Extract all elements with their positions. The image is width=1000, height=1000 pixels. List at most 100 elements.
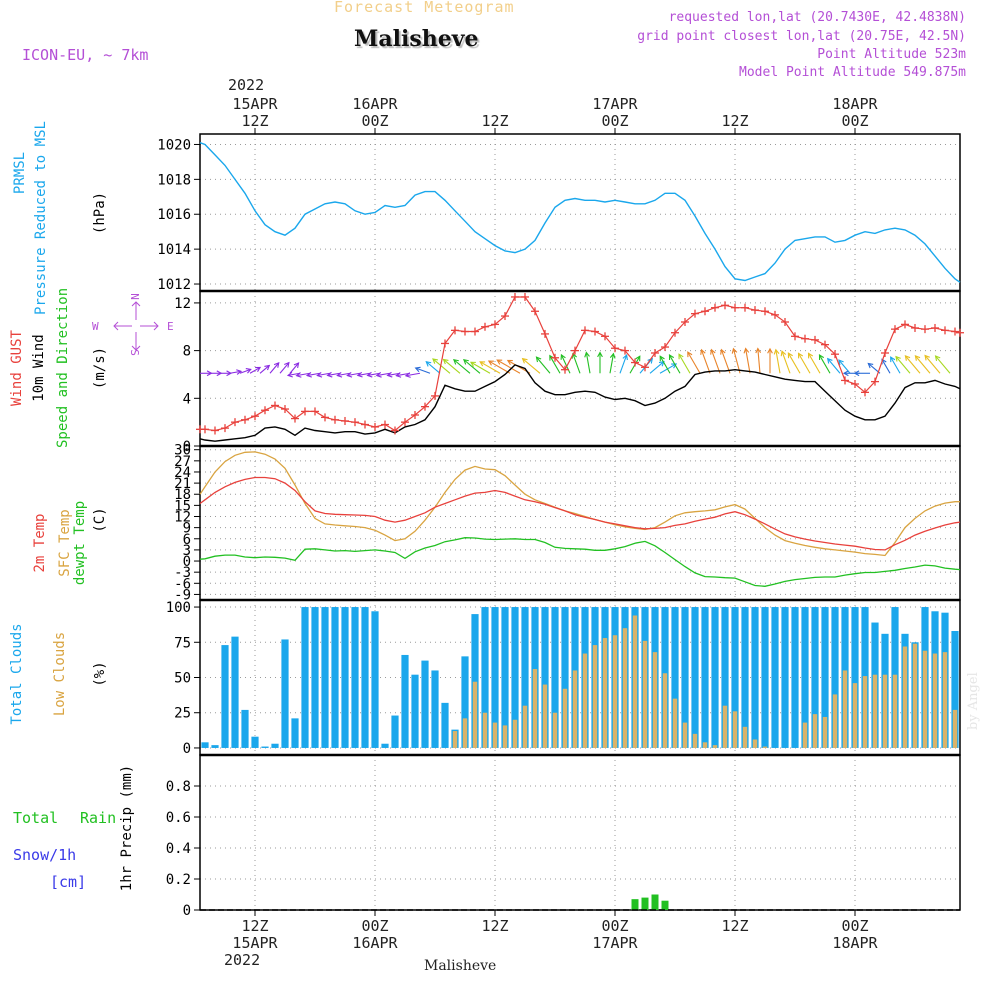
wind-vector	[914, 354, 931, 374]
gust-marker	[791, 332, 799, 341]
total-cloud-bar	[231, 636, 239, 748]
wind-vector	[200, 370, 213, 377]
low-cloud-bar	[492, 722, 498, 748]
wind-vector-head	[797, 352, 804, 359]
wind-vector-shaft	[549, 355, 561, 374]
low-cloud-bar	[562, 688, 568, 748]
gust-marker	[311, 407, 319, 416]
model-point-altitude: Model Point Altitude 549.875m	[739, 65, 966, 80]
dewpt-temp-line	[199, 537, 961, 587]
wind-vector-shaft	[745, 348, 751, 374]
wind-vector	[316, 371, 331, 378]
total-cloud-bar	[851, 607, 859, 748]
total-cloud-bar	[341, 607, 349, 748]
gust-marker	[381, 420, 389, 429]
y-tick-label: 0.8	[166, 779, 191, 795]
y-tick-label: 50	[174, 671, 191, 687]
gust-marker	[871, 377, 879, 386]
total-cloud-bar	[701, 607, 709, 748]
low-cloud-bar	[882, 674, 888, 748]
gust-marker	[321, 413, 329, 422]
wind-vector-shaft	[463, 359, 481, 374]
gust-marker	[411, 411, 419, 419]
total-cloud-bar	[781, 607, 789, 748]
low-cloud-bar	[462, 718, 468, 748]
total-cloud-bar	[671, 607, 679, 748]
total-cloud-bar	[731, 607, 739, 748]
low-cloud-bar	[822, 716, 828, 748]
gust-marker	[941, 326, 949, 335]
total-cloud-bar	[761, 607, 769, 748]
wind-vector	[807, 352, 821, 374]
wind-vector	[249, 366, 262, 374]
gust-marker	[491, 320, 499, 329]
gust-marker	[201, 425, 209, 434]
y-tick-label: 1012	[157, 277, 191, 293]
gust-marker	[921, 325, 929, 334]
compass-w: W	[92, 320, 99, 333]
wind-vector-shaft	[572, 353, 581, 374]
wind-vector	[597, 351, 603, 374]
wind-vector-shaft	[787, 352, 801, 374]
wind-vector-head	[316, 371, 323, 378]
wind-vector-head	[895, 355, 901, 362]
temp-2m-line	[199, 476, 961, 551]
wind-vector	[425, 361, 441, 374]
low-cloud-bar	[872, 674, 878, 748]
wind-vector	[404, 372, 421, 378]
low-cloud-bar	[622, 628, 628, 748]
total-cloud-bar	[751, 607, 759, 748]
gust-marker	[251, 412, 259, 421]
total-cloud-bar	[951, 631, 959, 748]
wind-vector-head	[755, 347, 762, 354]
wind-vector-head	[346, 371, 353, 378]
wind-vector-head	[487, 360, 494, 366]
low-cloud-bar	[652, 652, 658, 748]
wind-vector-shaft	[425, 361, 441, 374]
total-cloud-bar	[241, 709, 249, 748]
x-day-label-bottom: 16APR	[352, 934, 398, 952]
low-cloud-bar	[892, 674, 898, 748]
gust-marker	[651, 349, 659, 357]
wind-vector-head	[366, 371, 373, 378]
wind-vector-shaft	[819, 354, 831, 374]
rain-bar	[641, 897, 649, 910]
total-cloud-bar	[301, 607, 309, 748]
wind-vector	[609, 352, 616, 374]
y-tick-label: 12	[174, 296, 191, 312]
y-tick-label: 1016	[157, 207, 191, 223]
x-hour-label-bottom: 00Z	[601, 917, 628, 935]
wind-vector	[731, 347, 741, 374]
y-tick-label: 75	[174, 635, 191, 651]
y-tick-label: -3	[174, 565, 191, 581]
x-day-label-bottom: 18APR	[832, 934, 878, 952]
wind-vector-head	[326, 371, 333, 378]
compass-e: E	[167, 320, 174, 333]
wind-vector-shaft	[895, 356, 911, 374]
gust-marker	[271, 401, 279, 410]
gust-marker	[681, 318, 689, 326]
wind-vector-head	[356, 371, 363, 378]
credit: by Angel	[966, 672, 981, 730]
wind-vector	[659, 363, 678, 374]
total-cloud-bar	[801, 607, 809, 748]
total-cloud-bar	[691, 607, 699, 748]
gust-marker	[421, 402, 429, 411]
rain-bar	[661, 900, 669, 910]
wind-vector	[755, 347, 762, 374]
total-cloud-bar	[381, 743, 389, 748]
gust-marker	[701, 307, 709, 316]
low-cloud-bar	[572, 670, 578, 748]
wind-vector	[442, 358, 461, 374]
wind-vector-head	[780, 350, 787, 357]
wind-vector-head	[236, 369, 243, 375]
low-cloud-bar	[582, 653, 588, 748]
y-tick-label: 0	[183, 903, 191, 919]
wind-vector-shaft	[700, 349, 711, 374]
gust-marker	[541, 329, 549, 338]
wind-vector-head	[597, 351, 603, 358]
wind-vector-head	[245, 368, 252, 374]
low-cloud-bar	[482, 712, 488, 748]
gust-marker	[371, 422, 379, 431]
total-cloud-bar	[481, 607, 489, 748]
